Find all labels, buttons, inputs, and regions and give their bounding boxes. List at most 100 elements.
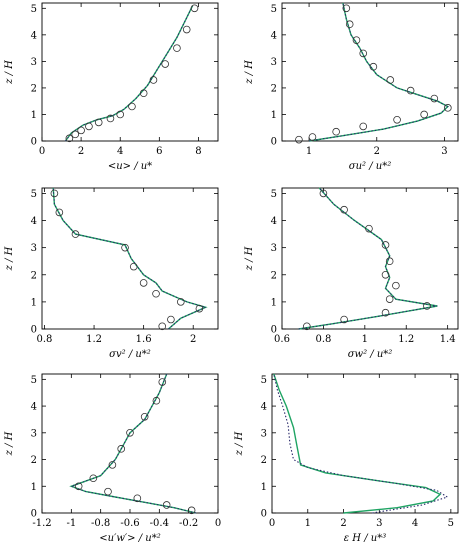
x-tick-label: -0.4 (150, 518, 169, 529)
x-axis-label: <u> / u* (108, 161, 152, 172)
data-point-circle (162, 501, 171, 509)
x-tick-label: 2 (78, 146, 84, 157)
y-tick-label: 3 (31, 57, 37, 68)
x-tick-label: 2 (340, 518, 346, 529)
y-tick-label: 5 (31, 189, 37, 200)
y-tick-label: 5 (271, 4, 277, 15)
x-axis-label: <u′w′> / u*² (99, 533, 160, 544)
y-tick-label: 1 (31, 110, 37, 121)
data-point-circle (71, 130, 80, 139)
x-tick-label: 4 (412, 518, 418, 529)
y-tick-label: 2 (31, 83, 37, 94)
panel-top-right: 1 2 3 0 1 2 3 4 5 σu² / u*² z / H (244, 2, 459, 172)
data-point-circle (195, 304, 204, 313)
data-point-circle (423, 302, 431, 310)
data-point-circle (369, 62, 378, 71)
y-tick-label: 3 (31, 428, 37, 439)
y-tick-label: 1 (261, 482, 267, 493)
y-tick-label: 2 (271, 83, 277, 94)
data-point-circle (359, 122, 368, 131)
y-tick-label: 4 (31, 402, 37, 413)
data-point-circle (444, 104, 452, 112)
x-tick-label: 1.4 (440, 334, 456, 345)
data-point-circle (50, 189, 59, 198)
data-point-circle (116, 110, 125, 119)
data-point-circle (340, 315, 348, 324)
x-tick-label: -1.2 (32, 518, 51, 529)
y-tick-label: 2 (271, 270, 277, 281)
data-point-circle (133, 494, 142, 503)
series-line-solid (308, 2, 449, 142)
plot-frame (281, 187, 459, 330)
x-axis-label: σu² / u*² (349, 161, 391, 172)
x-tick-label: 8 (195, 146, 201, 157)
x-tick-label: 3 (441, 146, 447, 157)
y-axis-label: z / H (234, 431, 245, 456)
data-point-circle (117, 445, 125, 453)
data-point-circle (393, 115, 401, 124)
y-tick-label: 0 (31, 509, 37, 520)
y-axis-label: z / H (244, 60, 255, 85)
data-point-circle (340, 205, 348, 214)
y-tick-label: 2 (31, 270, 37, 281)
data-point-circle (352, 36, 361, 44)
series-line-dotted (273, 373, 449, 514)
series-line-dotted (309, 2, 449, 142)
data-point-circle (386, 76, 395, 84)
x-tick-label: 1 (305, 518, 311, 529)
data-point-circle (308, 133, 317, 141)
data-point-circle (108, 461, 117, 469)
plot-frame (271, 373, 459, 514)
data-point-circle (295, 135, 303, 144)
x-tick-label: 0 (269, 518, 275, 529)
x-tick-label: 4 (117, 146, 123, 157)
y-tick-label: 4 (261, 402, 267, 413)
data-point-circle (89, 474, 98, 483)
data-point-circle (139, 279, 148, 287)
x-tick-label: 0 (39, 146, 45, 157)
x-tick-label: 0.6 (274, 334, 290, 345)
data-point-circle (187, 506, 196, 515)
data-point-circle (149, 76, 158, 84)
series-line-solid (52, 187, 208, 330)
y-tick-label: 4 (31, 30, 37, 41)
data-point-circle (385, 295, 394, 303)
data-point-circle (161, 60, 170, 68)
data-point-circle (365, 224, 373, 233)
x-axis-label: σw² / u*² (348, 349, 393, 360)
data-point-circle (152, 289, 160, 298)
y-tick-label: 0 (271, 137, 277, 148)
x-tick-label: 1 (362, 334, 368, 345)
y-tick-label: 0 (271, 325, 277, 336)
y-axis-label: z / H (4, 60, 15, 85)
data-point-circle (77, 126, 85, 135)
y-tick-label: 0 (31, 137, 37, 148)
data-point-circle (167, 315, 175, 324)
y-tick-label: 1 (31, 297, 37, 308)
data-point-circle (392, 281, 400, 290)
x-tick-label: 6 (156, 146, 162, 157)
data-point-circle (74, 482, 83, 491)
series-line-solid (273, 373, 442, 514)
series-line-dotted (52, 187, 208, 330)
plot-frame (41, 2, 219, 142)
x-tick-label: -1 (66, 518, 76, 529)
y-tick-label: 3 (261, 428, 267, 439)
x-tick-label: -0.8 (91, 518, 110, 529)
y-tick-label: 0 (261, 509, 267, 520)
y-tick-label: 4 (271, 216, 277, 227)
x-tick-label: -0.2 (179, 518, 198, 529)
series-line-dotted (298, 187, 438, 330)
plot-frame (281, 2, 459, 142)
data-point-circle (158, 322, 167, 331)
data-point-circle (71, 230, 80, 238)
y-axis-label: z / H (4, 431, 15, 456)
y-tick-label: 5 (31, 375, 37, 386)
x-axis-label: σv² / u*² (109, 349, 151, 360)
y-tick-label: 2 (261, 455, 267, 466)
data-point-circle (190, 4, 199, 13)
x-axis-label: ε H / u*³ (344, 533, 386, 544)
y-tick-label: 3 (271, 243, 277, 254)
data-point-circle (381, 241, 390, 249)
